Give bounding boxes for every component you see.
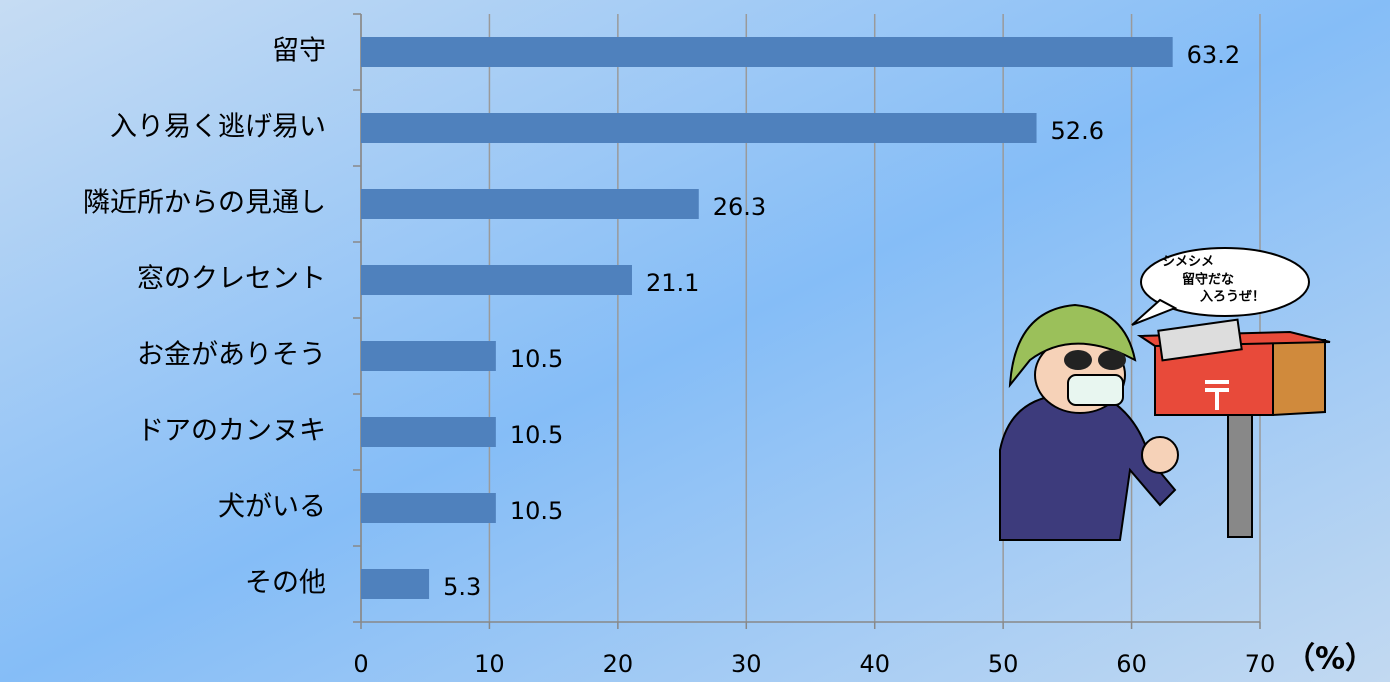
- x-tick-label: 60: [1116, 650, 1147, 678]
- bar: [361, 37, 1173, 67]
- x-tick-label: 50: [988, 650, 1019, 678]
- x-tick-label: 0: [353, 650, 368, 678]
- x-tick-label: 20: [603, 650, 634, 678]
- y-tick-label: 入り易く逃げ易い: [110, 112, 326, 143]
- bar: [361, 417, 496, 447]
- data-label: 10.5: [510, 421, 563, 449]
- y-tick-label: ドアのカンヌキ: [137, 416, 326, 447]
- data-label: 10.5: [510, 497, 563, 525]
- y-tick-label: 隣近所からの見通し: [83, 188, 326, 219]
- y-tick-label: 留守: [272, 36, 326, 67]
- bar: [361, 569, 429, 599]
- bar: [361, 265, 632, 295]
- y-tick-label: その他: [245, 568, 326, 599]
- x-tick-label: 10: [474, 650, 505, 678]
- speech-text: シメシメ: [1162, 255, 1214, 270]
- x-tick-label: 70: [1245, 650, 1276, 678]
- bar: [361, 493, 496, 523]
- x-tick-label: 40: [859, 650, 890, 678]
- x-tick-label: 30: [731, 650, 762, 678]
- y-tick-label: お金がありそう: [137, 340, 326, 371]
- chart: 0 10 20 30 40 50 60 70 （%） 留守 63.2 入り易く逃げ易い 52.6 隣近所か…: [0, 0, 1390, 682]
- y-tick-label: 犬がいる: [218, 492, 326, 523]
- speech-text: 留守だな: [1182, 272, 1234, 288]
- data-label: 21.1: [646, 269, 699, 297]
- y-tick-label: 窓のクレセント: [137, 264, 326, 295]
- data-label: 26.3: [713, 193, 766, 221]
- bar: [361, 341, 496, 371]
- bar: [361, 189, 699, 219]
- x-axis-label: （%）: [1285, 642, 1375, 677]
- data-label: 52.6: [1051, 117, 1104, 145]
- data-label: 5.3: [443, 573, 481, 601]
- data-label: 63.2: [1187, 41, 1240, 69]
- bar: [361, 113, 1037, 143]
- data-label: 10.5: [510, 345, 563, 373]
- speech-text: 入ろうぜ！: [1200, 290, 1265, 305]
